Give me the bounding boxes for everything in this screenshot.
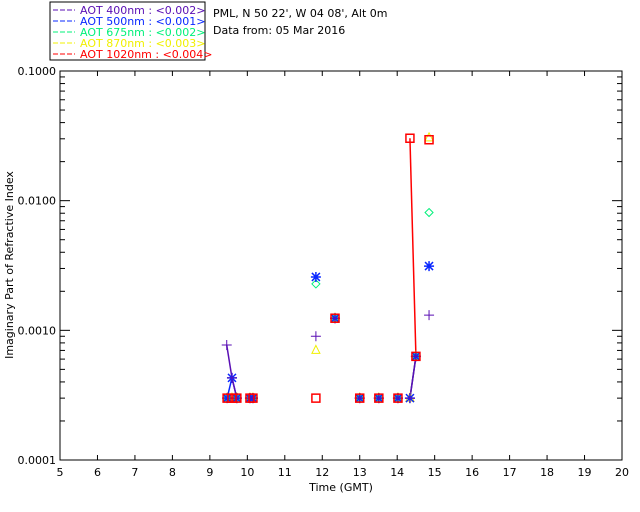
y-tick-label: 0.0001 — [18, 454, 57, 467]
y-tick-label: 0.0100 — [18, 195, 57, 208]
series-line-segment — [225, 344, 233, 378]
legend-entry: AOT 400nm : <0.002> — [80, 4, 206, 17]
triangle-marker — [424, 131, 434, 142]
series-line-segment — [409, 138, 417, 357]
plot-frame — [59, 70, 623, 461]
date-label: Data from: 05 Mar 2016 — [213, 24, 345, 37]
plus-marker — [310, 331, 321, 342]
square-marker — [248, 393, 258, 403]
legend-entry: AOT 870nm : <0.003> — [80, 37, 206, 50]
x-tick-label: 12 — [315, 466, 329, 479]
x-tick-label: 7 — [131, 466, 138, 479]
series-lines — [225, 138, 417, 399]
x-tick-label: 10 — [240, 466, 254, 479]
x-tick-label: 11 — [278, 466, 292, 479]
plus-marker — [221, 340, 232, 351]
legend-entry: AOT 500nm : <0.001> — [80, 15, 206, 28]
legend: AOT 400nm : <0.002>AOT 500nm : <0.001>AO… — [53, 4, 213, 61]
y-tick-label: 0.0010 — [18, 324, 57, 337]
site-label: PML, N 50 22', W 04 08', Alt 0m — [213, 7, 387, 20]
plus-marker — [404, 393, 415, 404]
square-marker — [424, 134, 434, 145]
x-tick-label: 13 — [353, 466, 367, 479]
plus-marker — [424, 310, 435, 321]
square-marker — [374, 393, 384, 403]
square-marker — [311, 393, 321, 403]
square-marker — [222, 393, 232, 403]
y-tick-label: 0.1000 — [18, 65, 57, 78]
x-tick-label: 15 — [428, 466, 442, 479]
square-marker — [405, 133, 415, 143]
legend-entry: AOT 675nm : <0.002> — [80, 26, 206, 39]
square-marker — [232, 393, 242, 403]
diamond-marker — [311, 279, 321, 289]
x-tick-label: 6 — [94, 466, 101, 479]
x-tick-label: 19 — [578, 466, 592, 479]
x-tick-label: 17 — [503, 466, 517, 479]
square-marker — [354, 393, 365, 403]
legend-entry: AOT 1020nm : <0.004> — [80, 48, 213, 61]
series-markers — [221, 131, 435, 404]
axis-ticks: 5 6 7 8 9 10 11 12 13 14 15 16 17 18 19 20 0.0001 0.0010 0… — [18, 65, 630, 479]
square-marker — [411, 351, 421, 362]
x-tick-label: 8 — [169, 466, 176, 479]
x-tick-label: 9 — [206, 466, 213, 479]
square-marker — [330, 313, 340, 323]
x-axis-label: Time (GMT) — [308, 481, 373, 494]
star-marker — [310, 271, 321, 282]
star-marker — [222, 393, 233, 404]
star-marker — [424, 261, 435, 272]
y-axis-label: Imaginary Part of Refractive Index — [3, 171, 16, 359]
plus-marker — [226, 372, 237, 383]
legend-box — [49, 1, 206, 61]
x-tick-label: 14 — [390, 466, 404, 479]
square-marker — [393, 393, 403, 403]
x-tick-label: 5 — [57, 466, 64, 479]
series-line-segment — [409, 356, 417, 399]
x-tick-label: 16 — [465, 466, 479, 479]
diamond-marker — [424, 207, 434, 218]
triangle-marker — [311, 344, 321, 354]
square-marker — [227, 393, 237, 403]
x-tick-label: 18 — [540, 466, 554, 479]
x-tick-label: 20 — [615, 466, 629, 479]
